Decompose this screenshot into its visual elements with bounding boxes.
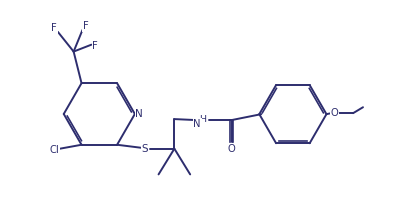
Text: F: F <box>83 21 88 31</box>
Text: F: F <box>51 23 57 33</box>
Text: Cl: Cl <box>49 145 59 155</box>
Text: O: O <box>228 144 236 154</box>
Text: O: O <box>330 108 338 118</box>
Text: F: F <box>92 41 98 51</box>
Text: N: N <box>136 109 143 119</box>
Text: S: S <box>141 144 148 154</box>
Text: N: N <box>193 119 201 129</box>
Text: H: H <box>199 115 206 124</box>
